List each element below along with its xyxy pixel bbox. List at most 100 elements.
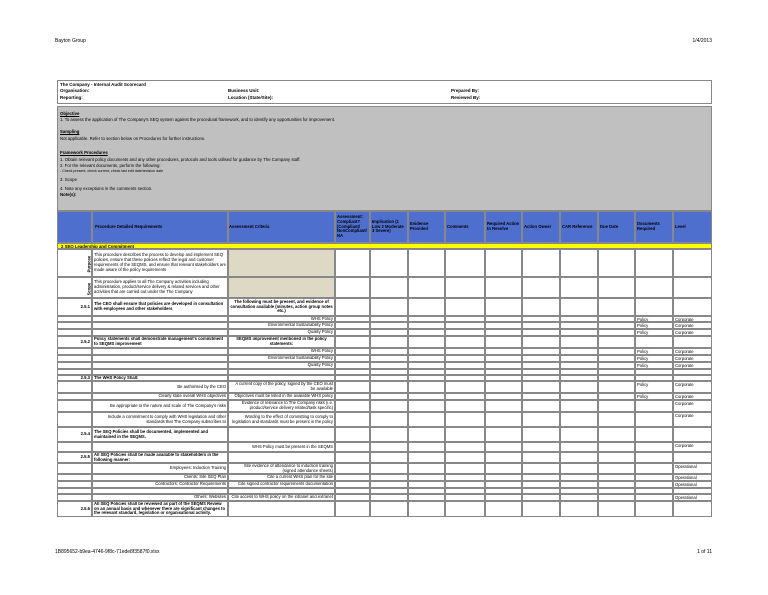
cell <box>92 488 228 494</box>
cell <box>635 494 673 501</box>
intro-line: 2. For the relevant documents, perform t… <box>60 163 161 168</box>
cell <box>598 501 635 517</box>
cell <box>560 452 598 463</box>
cell <box>370 400 408 412</box>
requirement: Policy statements shall demonstrate mana… <box>92 336 228 348</box>
cell <box>445 348 485 355</box>
cell <box>635 427 673 442</box>
cell <box>560 348 598 355</box>
cell <box>522 362 560 369</box>
cell <box>673 298 712 316</box>
intro-heading: Objective <box>60 111 80 116</box>
cell <box>598 329 635 336</box>
cell <box>485 463 522 474</box>
column-header: Documents Required <box>635 211 673 243</box>
requirement: All SEQ Policies shall be reviewed as pa… <box>92 501 228 517</box>
cell <box>228 375 335 381</box>
intro-line: Note(s): <box>60 192 77 197</box>
cell <box>673 249 712 277</box>
level: Corporate <box>673 412 712 427</box>
cell <box>92 316 228 322</box>
cell <box>445 381 485 393</box>
cell <box>335 442 370 452</box>
cell <box>673 336 712 348</box>
criteria: A current copy of the policy, signed by … <box>228 381 335 393</box>
cell <box>445 463 485 474</box>
level: Corporate <box>673 400 712 412</box>
cell <box>228 369 335 375</box>
intro-line: Not applicable. Refer to section below o… <box>60 136 206 141</box>
criteria: Objectives must be listed in the availab… <box>228 393 335 400</box>
criteria: Evidence of relevance to The Company ris… <box>228 400 335 412</box>
cell <box>522 277 560 298</box>
cell <box>445 494 485 501</box>
cell <box>522 355 560 362</box>
cell <box>522 412 560 427</box>
criteria: Cite signed contractor requirements docu… <box>228 481 335 488</box>
cell <box>57 381 92 393</box>
cell <box>598 488 635 494</box>
requirement: All SEQ Policies shall be made available… <box>92 452 228 463</box>
requirement: This procedure describes the process to … <box>92 249 228 277</box>
criteria: Site evidence of attendance to induction… <box>228 463 335 474</box>
cell <box>522 494 560 501</box>
cell <box>598 427 635 442</box>
cell <box>335 488 370 494</box>
requirement: Contractors: Contractor Requirements <box>92 481 228 488</box>
cell <box>560 412 598 427</box>
cell <box>522 393 560 400</box>
level: Corporate <box>673 348 712 355</box>
cell <box>370 481 408 488</box>
cell <box>408 362 445 369</box>
column-header: Due Date <box>598 211 635 243</box>
level: Corporate <box>673 322 712 329</box>
cell <box>408 474 445 481</box>
column-header: Implication (1 Low 2 Moderate 3 Severe) <box>370 211 408 243</box>
cell <box>485 298 522 316</box>
cell <box>335 298 370 316</box>
cell <box>560 355 598 362</box>
cell <box>485 412 522 427</box>
level: Corporate <box>673 381 712 393</box>
cell <box>560 494 598 501</box>
cell <box>408 501 445 517</box>
cell <box>445 481 485 488</box>
cell <box>408 463 445 474</box>
cell <box>228 249 335 277</box>
cell <box>57 481 92 488</box>
cell <box>370 501 408 517</box>
cell <box>335 381 370 393</box>
cell <box>560 369 598 375</box>
cell <box>485 381 522 393</box>
cell <box>522 474 560 481</box>
cell <box>92 322 228 329</box>
cell <box>445 298 485 316</box>
cell <box>522 316 560 322</box>
column-header: CAR Reference <box>560 211 598 243</box>
cell <box>370 329 408 336</box>
cell <box>635 369 673 375</box>
cell <box>335 474 370 481</box>
cell <box>445 488 485 494</box>
criteria: WHS Policy must be present in the SEQMS <box>228 442 335 452</box>
cell <box>522 442 560 452</box>
intro-line: 1. Obtain relevant policy documents and … <box>60 157 301 162</box>
cell <box>335 348 370 355</box>
cell <box>598 463 635 474</box>
requirement: Be authorised by the CEO <box>92 381 228 393</box>
cell <box>598 316 635 322</box>
cell <box>560 277 598 298</box>
intro-heading: Framework Procedures <box>60 150 108 155</box>
row-number: 2.5.4 <box>57 427 92 442</box>
level: Operational <box>673 463 712 474</box>
cell <box>335 501 370 517</box>
cell <box>560 336 598 348</box>
cell <box>485 329 522 336</box>
level: Operational <box>673 474 712 481</box>
cell <box>370 369 408 375</box>
cell <box>335 375 370 381</box>
cell <box>445 501 485 517</box>
cell <box>673 452 712 463</box>
cell <box>673 427 712 442</box>
cell <box>673 375 712 381</box>
